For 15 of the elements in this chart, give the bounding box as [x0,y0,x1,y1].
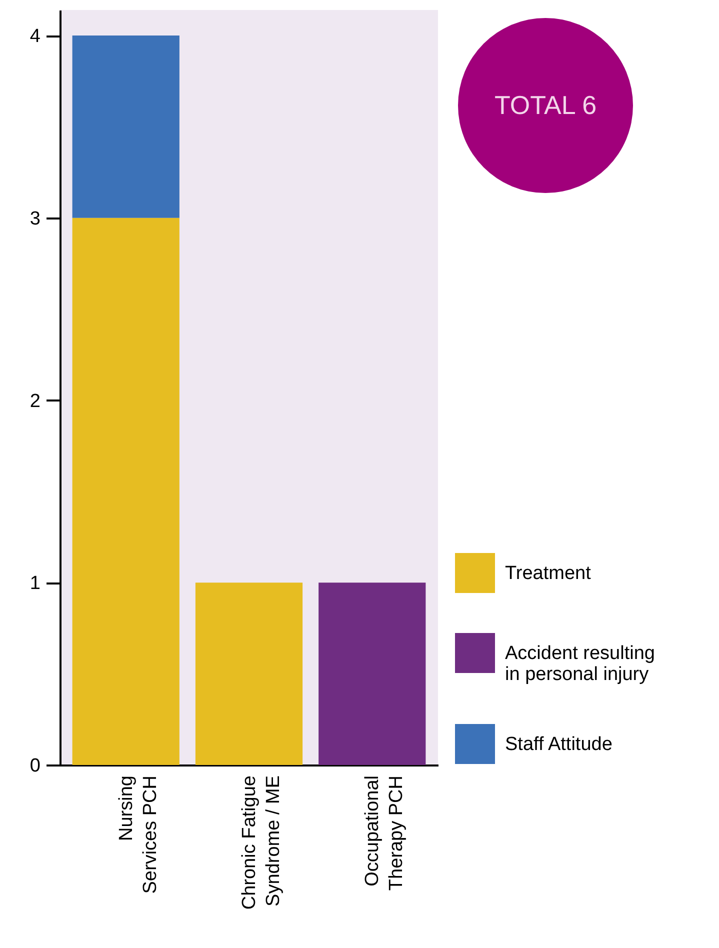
legend-label: Accident resulting in personal injury [505,643,655,685]
bar [195,582,303,765]
x-tick-label: Occupational Therapy PCH [362,776,408,891]
x-tick-label: Nursing Services PCH [116,776,161,894]
y-tick-label: 3 [30,208,40,230]
bar [72,218,180,765]
y-tick-label: 2 [30,390,40,412]
legend-label: Staff Attitude [505,734,612,755]
bar [318,582,426,765]
y-tick-label: 0 [30,756,40,776]
y-tick-label: 4 [30,26,41,48]
x-tick-label: Chronic Fatigue Syndrome / ME [239,776,284,910]
bar [72,36,180,218]
y-tick-label: 1 [30,573,40,594]
legend-label: Treatment [505,563,592,584]
